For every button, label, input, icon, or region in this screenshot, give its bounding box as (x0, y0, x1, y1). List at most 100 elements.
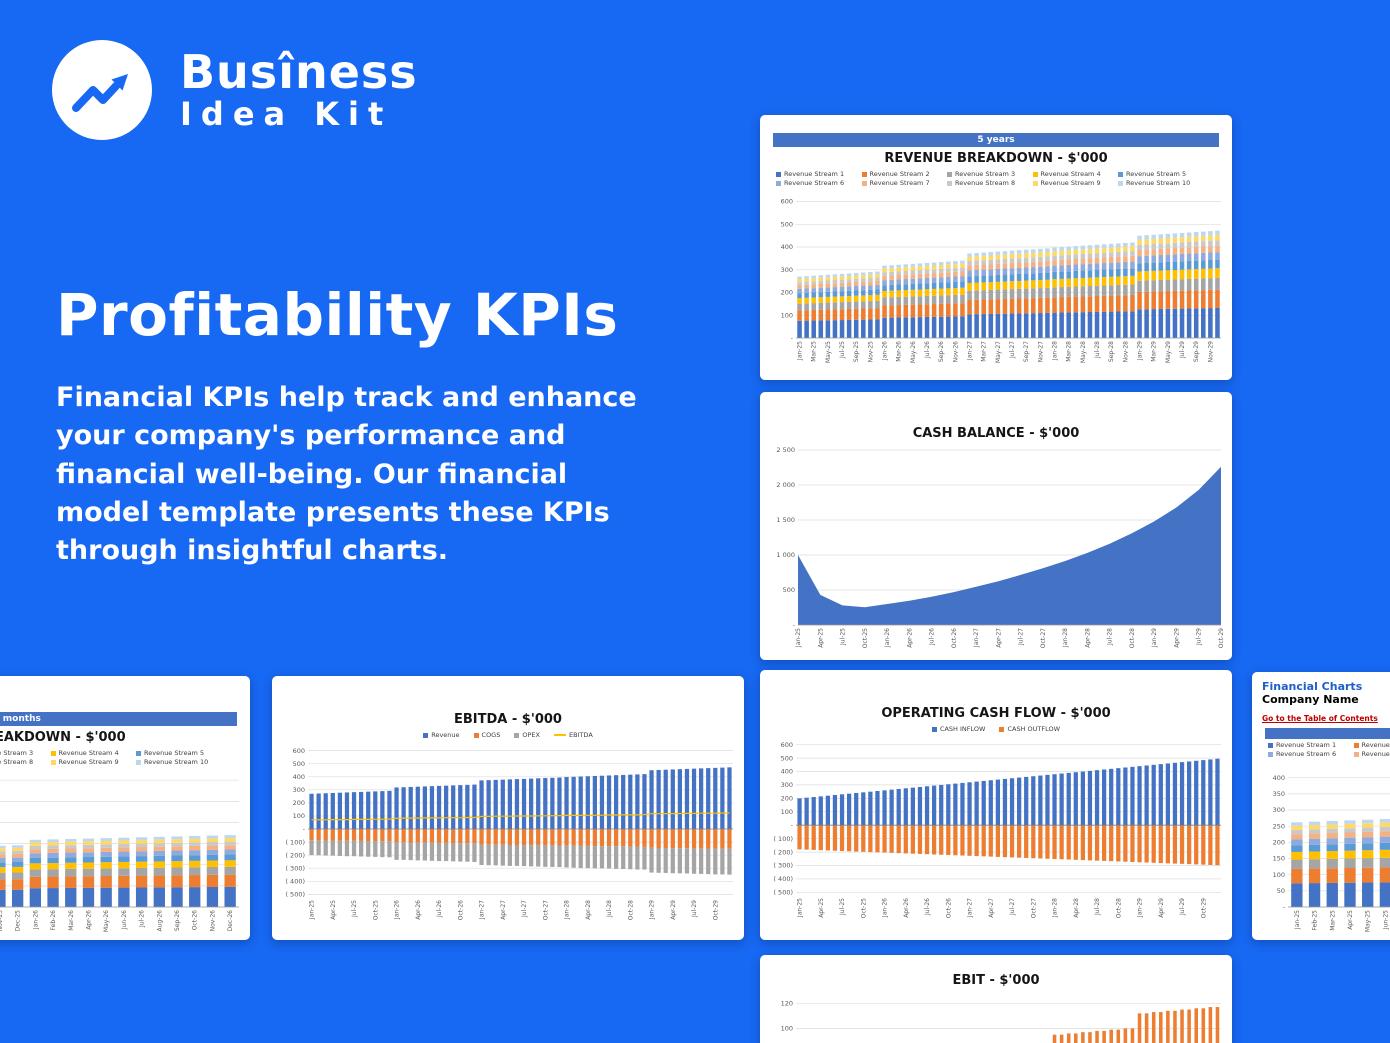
legend-item: Revenue Stream 8 (947, 179, 1033, 187)
legend-item: Revenue Stream 10 (1118, 179, 1204, 187)
legend-label: Revenue Stream 3 (955, 170, 1016, 178)
period-tab-mini[interactable] (1264, 728, 1390, 739)
svg-text:Apr-27: Apr-27 (995, 628, 1002, 648)
svg-text:100: 100 (293, 812, 305, 820)
card-ebitda: EBITDA - $'000 Revenue COGS OPEX EBITDA 600… (272, 676, 744, 940)
svg-text:Oct-28: Oct-28 (1115, 898, 1122, 918)
legend-swatch-icon (1118, 171, 1123, 177)
legend-label: Revenue Stream 8 (955, 179, 1016, 187)
svg-text:Apr-25: Apr-25 (818, 898, 825, 918)
chart-legend: CASH INFLOW CASH OUTFLOW (766, 725, 1226, 733)
svg-text:Oct-26: Oct-26 (457, 900, 464, 920)
legend-swatch-icon (553, 734, 566, 736)
legend-label: Revenue Stream 5 (144, 749, 205, 757)
svg-text:Oct-28: Oct-28 (1129, 628, 1136, 648)
legend-swatch-icon (931, 726, 937, 732)
legend-label: Revenue Stream 2 (869, 170, 930, 178)
brand-wordmark: Busîness Idea Kit (180, 48, 418, 132)
svg-text:Apr-29: Apr-29 (1174, 628, 1181, 648)
legend-swatch-icon (776, 171, 781, 177)
legend-item: Revenue Stream 7 (861, 179, 948, 187)
svg-text:Jan-27: Jan-27 (973, 628, 980, 648)
svg-text:Nov-25: Nov-25 (867, 341, 874, 363)
legend-swatch-icon (861, 180, 867, 186)
svg-text:Jan-26: Jan-26 (882, 898, 889, 918)
legend-item: EBITDA (553, 731, 593, 739)
chart-title: EBIT - $'000 (952, 973, 1040, 988)
legend-label: Revenue Stream 6 (1276, 750, 1337, 758)
svg-text:Sep-25: Sep-25 (853, 341, 860, 362)
svg-text:Oct-29: Oct-29 (1218, 628, 1225, 648)
svg-text:Oct-27: Oct-27 (542, 900, 549, 920)
legend-item: Revenue Stream 4 (50, 749, 137, 757)
legend-item: Revenue Stream 8 (0, 758, 51, 766)
svg-text:Feb-25: Feb-25 (1312, 910, 1319, 931)
svg-text:Mar-26: Mar-26 (896, 341, 903, 362)
svg-text:( 100): ( 100) (773, 835, 793, 843)
mini-revenue-chart: 400 350 300 250 200 150 100 50 - Jan-25 Feb-25 Mar-… (1273, 774, 1390, 932)
legend-swatch-icon (473, 732, 479, 738)
legend-item: Revenue Stream 5 (1118, 170, 1204, 178)
legend-label: Revenue Stream 6 (784, 179, 845, 187)
svg-text:Jul-25: Jul-25 (840, 628, 847, 646)
svg-text:-: - (791, 821, 794, 829)
svg-text:Nov-26: Nov-26 (209, 910, 216, 932)
legend-item: Revenue Stream 7 (1353, 750, 1390, 758)
svg-text:Nov-29: Nov-29 (1207, 341, 1214, 363)
svg-text:Jul-28: Jul-28 (606, 900, 613, 918)
svg-text:Apr-26: Apr-26 (86, 910, 93, 930)
svg-text:-: - (793, 621, 796, 629)
revenue-breakdown-5y-chart: 600 500 400 300 200 100 -Jan-25 Mar-25 May-25 Jul… (781, 198, 1221, 363)
svg-text:Apr-28: Apr-28 (585, 900, 592, 920)
svg-text:Dec-25: Dec-25 (15, 910, 22, 932)
legend-item: Revenue Stream 3 (0, 749, 51, 757)
period-tab-24-months[interactable]: 24 months (0, 712, 238, 726)
svg-text:Jul-28: Jul-28 (1094, 341, 1101, 359)
legend-swatch-icon (136, 759, 141, 765)
legend-item: Revenue Stream 2 (1353, 741, 1390, 749)
svg-text:Sep-26: Sep-26 (938, 341, 945, 362)
ebit-chart: 12010080 (781, 1000, 1221, 1043)
svg-text:Jul-29: Jul-29 (691, 900, 698, 918)
svg-text:Jun-26: Jun-26 (121, 910, 128, 930)
svg-text:Apr-25: Apr-25 (817, 628, 824, 648)
legend-item: Revenue Stream 3 (947, 170, 1033, 178)
svg-text:Jan-27: Jan-27 (967, 341, 974, 361)
svg-text:Oct-25: Oct-25 (860, 898, 867, 918)
svg-text:Sep-29: Sep-29 (1193, 341, 1200, 362)
svg-text:Apr-27: Apr-27 (500, 900, 507, 920)
svg-text:Sep-26: Sep-26 (174, 910, 181, 931)
financial-charts-header: Financial Charts Company Name Go to the … (1258, 678, 1390, 728)
svg-text:1 000: 1 000 (776, 551, 795, 559)
svg-text:500: 500 (293, 760, 305, 768)
legend-label: OPEX (522, 731, 540, 739)
svg-text:May-26: May-26 (910, 341, 917, 363)
legend-item: Revenue Stream 4 (1032, 170, 1119, 178)
svg-text:Jan-29: Jan-29 (1137, 341, 1144, 361)
svg-text:Jan-28: Jan-28 (564, 900, 571, 920)
legend-label: Revenue Stream 1 (784, 170, 845, 178)
svg-text:400: 400 (1273, 774, 1285, 782)
svg-text:Jul-29: Jul-29 (1179, 341, 1186, 359)
svg-text:Jan-26: Jan-26 (394, 900, 401, 920)
svg-text:Jul-28: Jul-28 (1107, 628, 1114, 646)
legend-label: COGS (481, 731, 501, 739)
legend-label: EBITDA (568, 731, 593, 739)
svg-text:Jan-29: Jan-29 (1151, 628, 1158, 648)
svg-text:500: 500 (781, 221, 793, 229)
legend-item: Revenue Stream 1 (776, 170, 862, 178)
svg-text:600: 600 (781, 198, 793, 206)
legend-label: Revenue Stream 5 (1126, 170, 1187, 178)
svg-text:1 500: 1 500 (776, 516, 795, 524)
svg-text:Jan-25: Jan-25 (309, 900, 316, 920)
svg-text:400: 400 (781, 768, 793, 776)
period-tab-5-years[interactable]: 5 years (772, 133, 1220, 147)
svg-text:Oct-26: Oct-26 (945, 898, 952, 918)
table-of-contents-link[interactable]: Go to the Table of Contents (1262, 714, 1378, 723)
chart-legend: Revenue COGS OPEX EBITDA (278, 731, 738, 739)
chart-title: OPERATING CASH FLOW - $'000 (881, 706, 1111, 721)
svg-text:Oct-29: Oct-29 (712, 900, 719, 920)
svg-text:200: 200 (781, 289, 793, 297)
svg-text:200: 200 (293, 799, 305, 807)
legend-swatch-icon (423, 732, 429, 738)
